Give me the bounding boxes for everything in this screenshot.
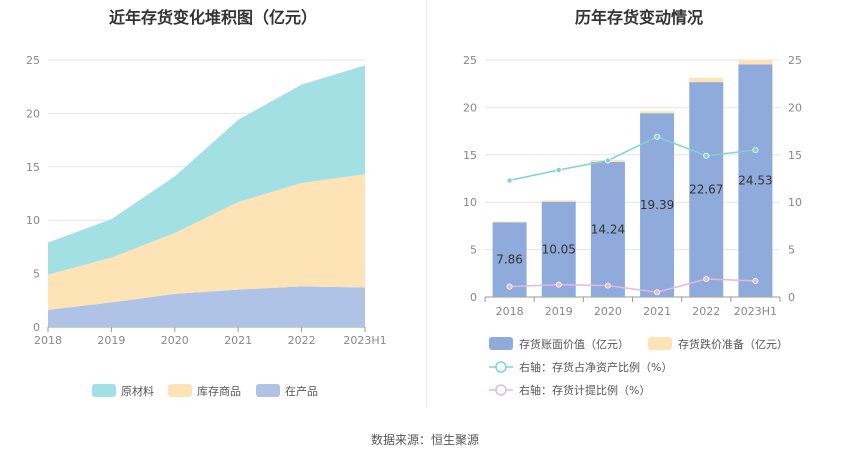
left-y-tick-label: 0 (33, 321, 40, 334)
left-y-tick-label: 20 (26, 107, 40, 120)
right-y-tick-label: 20 (463, 101, 477, 114)
legend-label: 原材料 (121, 384, 154, 398)
left-chart-title: 近年存货变化堆积图（亿元） (108, 8, 317, 27)
legend-swatch (648, 337, 672, 350)
right-y-tick-label: 25 (463, 54, 477, 67)
bar-impairment (640, 111, 675, 114)
legend-label: 右轴：存货计提比例（%） (519, 383, 650, 397)
legend-swatch (489, 337, 513, 350)
legend-swatch (168, 384, 192, 397)
right-x-tick-label: 2019 (545, 305, 573, 318)
right-x-tick-label: 2021 (643, 305, 671, 318)
right-x-tick-label: 2023H1 (734, 305, 777, 318)
right-chart-title: 历年存货变动情况 (574, 8, 703, 27)
right-x-tick-label: 2022 (692, 305, 720, 318)
legend-swatch (92, 384, 116, 397)
right-y-tick-label: 15 (463, 149, 477, 162)
provision-ratio-point (752, 277, 759, 284)
legend-label: 存货跌价准备（亿元） (678, 337, 788, 351)
provision-ratio-point (703, 275, 710, 282)
bar-impairment (541, 200, 576, 202)
legend-label: 右轴：存货占净资产比例（%） (519, 360, 672, 374)
right-y2-tick-label: 20 (788, 101, 802, 114)
ratio-net-assets-point (506, 177, 513, 184)
provision-ratio-point (555, 281, 562, 288)
bar-book-value (541, 201, 576, 297)
bar-data-label: 14.24 (591, 223, 625, 237)
bar-book-value (640, 113, 675, 297)
right-y2-tick-label: 10 (788, 196, 802, 209)
right-y-tick-label: 5 (470, 244, 477, 257)
left-y-tick-label: 15 (26, 161, 40, 174)
area-series (48, 65, 365, 275)
left-y-tick-label: 10 (26, 214, 40, 227)
bar-data-label: 24.53 (738, 174, 772, 188)
bar-book-value (738, 64, 773, 297)
bar-data-label: 7.86 (496, 253, 523, 267)
bar-book-value (689, 82, 724, 297)
left-x-tick-label: 2022 (288, 334, 316, 347)
left-y-tick-label: 5 (33, 268, 40, 281)
bar-data-label: 10.05 (542, 242, 576, 256)
right-y2-tick-label: 5 (788, 244, 795, 257)
panel-divider (426, 0, 427, 408)
right-y-tick-label: 10 (463, 196, 477, 209)
provision-ratio-line (509, 278, 756, 294)
left-x-tick-label: 2020 (161, 334, 189, 347)
legend-label: 在产品 (285, 384, 318, 398)
legend-marker (495, 361, 507, 373)
left-x-tick-label: 2021 (224, 334, 252, 347)
bar-data-label: 22.67 (689, 183, 723, 197)
bar-book-value (590, 162, 625, 297)
bar-data-label: 19.39 (640, 198, 674, 212)
ratio-net-assets-point (752, 147, 759, 154)
bar-impairment (492, 221, 527, 223)
right-y-tick-label: 0 (470, 291, 477, 304)
legend-label: 存货账面价值（亿元） (519, 337, 629, 351)
bar-impairment (689, 77, 724, 83)
data-source-note: 数据来源：恒生聚源 (370, 433, 479, 447)
provision-ratio-point (654, 289, 661, 296)
legend-swatch (256, 384, 280, 397)
left-x-tick-label: 2019 (97, 334, 125, 347)
right-y2-tick-label: 0 (788, 291, 795, 304)
ratio-net-assets-point (604, 157, 611, 164)
provision-ratio-point (506, 283, 513, 290)
legend-marker (495, 384, 507, 396)
right-x-tick-label: 2018 (496, 305, 524, 318)
left-x-tick-label: 2023H1 (343, 334, 386, 347)
legend-label: 库存商品 (197, 384, 241, 398)
right-y2-tick-label: 15 (788, 149, 802, 162)
ratio-net-assets-point (555, 166, 562, 173)
bar-impairment (738, 60, 773, 65)
left-x-tick-label: 2018 (34, 334, 62, 347)
left-y-tick-label: 25 (26, 54, 40, 67)
ratio-net-assets-point (654, 133, 661, 140)
right-y2-tick-label: 25 (788, 54, 802, 67)
area-series (48, 174, 365, 310)
provision-ratio-point (604, 282, 611, 289)
right-x-tick-label: 2020 (594, 305, 622, 318)
ratio-net-assets-line (509, 135, 756, 182)
ratio-net-assets-point (703, 152, 710, 159)
area-series (48, 286, 365, 327)
